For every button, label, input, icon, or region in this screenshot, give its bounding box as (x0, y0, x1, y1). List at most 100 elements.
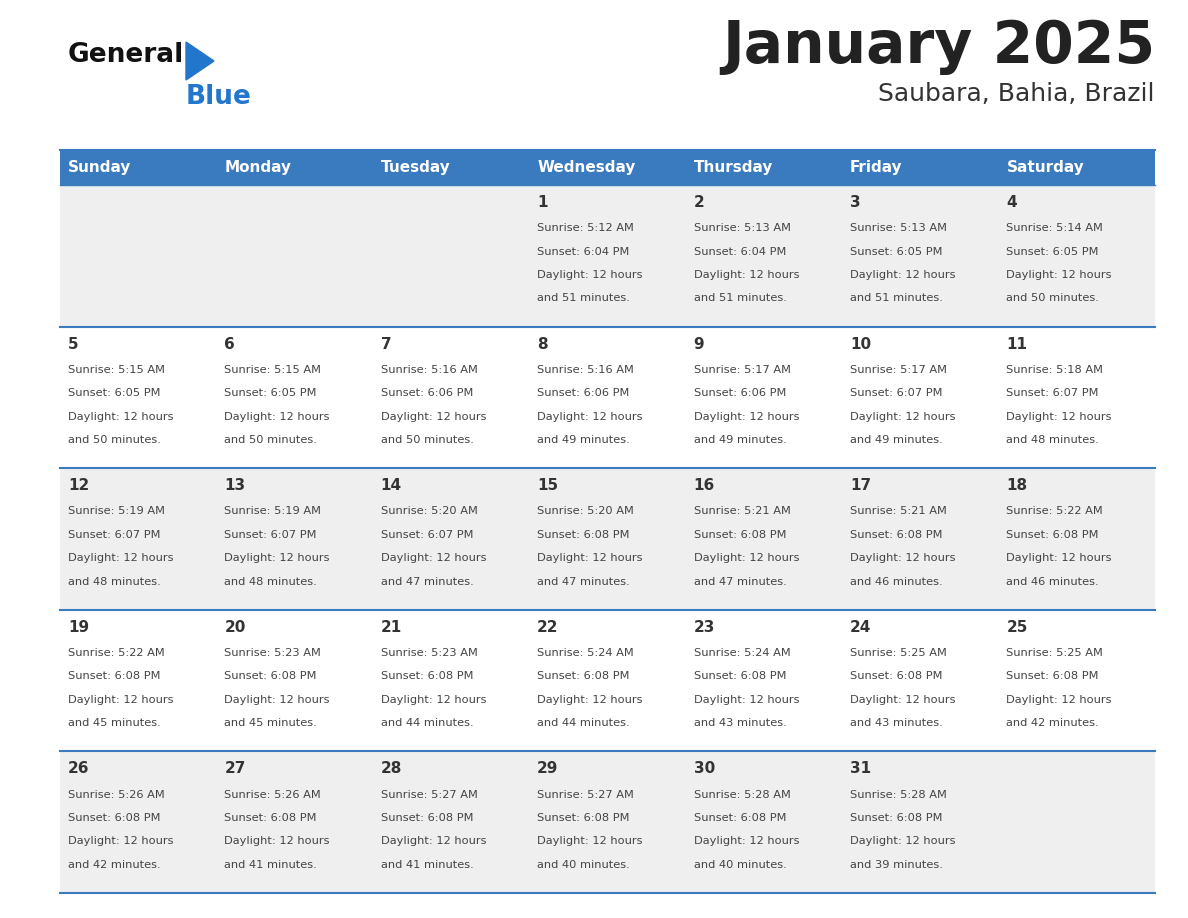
Text: Daylight: 12 hours: Daylight: 12 hours (225, 554, 330, 563)
Text: Daylight: 12 hours: Daylight: 12 hours (849, 270, 955, 280)
Text: Sunset: 6:05 PM: Sunset: 6:05 PM (68, 388, 160, 398)
Text: Sunrise: 5:14 AM: Sunrise: 5:14 AM (1006, 223, 1104, 233)
Text: Sunrise: 5:16 AM: Sunrise: 5:16 AM (537, 364, 634, 375)
Text: 13: 13 (225, 478, 246, 493)
Text: and 46 minutes.: and 46 minutes. (1006, 577, 1099, 587)
Bar (216, 150, 373, 185)
Bar (999, 610, 1155, 752)
Bar (999, 185, 1155, 327)
Text: Sunset: 6:08 PM: Sunset: 6:08 PM (537, 530, 630, 540)
Text: Sunset: 6:04 PM: Sunset: 6:04 PM (694, 247, 786, 257)
Text: 18: 18 (1006, 478, 1028, 493)
Text: 29: 29 (537, 761, 558, 777)
Text: Friday: Friday (849, 160, 903, 175)
Text: and 48 minutes.: and 48 minutes. (68, 577, 160, 587)
Text: and 48 minutes.: and 48 minutes. (1006, 435, 1099, 445)
Bar (842, 468, 999, 610)
Text: Sunset: 6:08 PM: Sunset: 6:08 PM (849, 671, 942, 681)
Text: Sunset: 6:08 PM: Sunset: 6:08 PM (537, 671, 630, 681)
Text: Sunday: Sunday (68, 160, 131, 175)
Text: and 47 minutes.: and 47 minutes. (380, 577, 474, 587)
Bar (61, 752, 216, 893)
Text: 5: 5 (68, 337, 78, 352)
Text: Daylight: 12 hours: Daylight: 12 hours (694, 695, 800, 705)
Text: Daylight: 12 hours: Daylight: 12 hours (849, 554, 955, 563)
Text: and 48 minutes.: and 48 minutes. (225, 577, 317, 587)
Bar (685, 327, 842, 468)
Text: 22: 22 (537, 620, 558, 634)
Text: Daylight: 12 hours: Daylight: 12 hours (1006, 411, 1112, 421)
Text: Daylight: 12 hours: Daylight: 12 hours (849, 411, 955, 421)
Text: Sunrise: 5:24 AM: Sunrise: 5:24 AM (537, 648, 634, 658)
Text: and 43 minutes.: and 43 minutes. (849, 718, 943, 728)
Text: Saturday: Saturday (1006, 160, 1085, 175)
Text: Sunrise: 5:21 AM: Sunrise: 5:21 AM (849, 507, 947, 517)
Text: Sunrise: 5:27 AM: Sunrise: 5:27 AM (537, 789, 634, 800)
Text: Sunrise: 5:12 AM: Sunrise: 5:12 AM (537, 223, 634, 233)
Text: Daylight: 12 hours: Daylight: 12 hours (68, 411, 173, 421)
Bar (373, 327, 530, 468)
Text: Sunrise: 5:28 AM: Sunrise: 5:28 AM (849, 789, 947, 800)
Bar (685, 185, 842, 327)
Text: Sunrise: 5:23 AM: Sunrise: 5:23 AM (380, 648, 478, 658)
Bar (61, 327, 216, 468)
Text: Sunset: 6:07 PM: Sunset: 6:07 PM (380, 530, 473, 540)
Bar (685, 468, 842, 610)
Bar (373, 468, 530, 610)
Text: Daylight: 12 hours: Daylight: 12 hours (68, 836, 173, 846)
Bar (530, 752, 685, 893)
Text: Sunrise: 5:16 AM: Sunrise: 5:16 AM (380, 364, 478, 375)
Bar (373, 185, 530, 327)
Text: Sunrise: 5:22 AM: Sunrise: 5:22 AM (68, 648, 165, 658)
Text: Daylight: 12 hours: Daylight: 12 hours (537, 695, 643, 705)
Bar (216, 752, 373, 893)
Bar (61, 150, 216, 185)
Bar (842, 610, 999, 752)
Bar (999, 752, 1155, 893)
Text: and 50 minutes.: and 50 minutes. (225, 435, 317, 445)
Text: Sunrise: 5:25 AM: Sunrise: 5:25 AM (1006, 648, 1104, 658)
Bar (61, 468, 216, 610)
Text: January 2025: January 2025 (722, 18, 1155, 75)
Text: 11: 11 (1006, 337, 1028, 352)
Text: and 49 minutes.: and 49 minutes. (694, 435, 786, 445)
Text: Sunrise: 5:26 AM: Sunrise: 5:26 AM (68, 789, 165, 800)
Text: Sunrise: 5:13 AM: Sunrise: 5:13 AM (849, 223, 947, 233)
Bar (216, 610, 373, 752)
Text: Sunrise: 5:19 AM: Sunrise: 5:19 AM (68, 507, 165, 517)
Text: and 42 minutes.: and 42 minutes. (68, 860, 160, 869)
Text: Sunrise: 5:24 AM: Sunrise: 5:24 AM (694, 648, 790, 658)
Text: Sunrise: 5:23 AM: Sunrise: 5:23 AM (225, 648, 321, 658)
Text: and 45 minutes.: and 45 minutes. (225, 718, 317, 728)
Text: Sunrise: 5:22 AM: Sunrise: 5:22 AM (1006, 507, 1104, 517)
Bar (685, 752, 842, 893)
Text: 24: 24 (849, 620, 871, 634)
Text: 26: 26 (68, 761, 89, 777)
Text: 10: 10 (849, 337, 871, 352)
Text: Daylight: 12 hours: Daylight: 12 hours (537, 836, 643, 846)
Text: 31: 31 (849, 761, 871, 777)
Text: Daylight: 12 hours: Daylight: 12 hours (694, 554, 800, 563)
Bar (216, 468, 373, 610)
Text: and 47 minutes.: and 47 minutes. (694, 577, 786, 587)
Text: Sunset: 6:04 PM: Sunset: 6:04 PM (537, 247, 630, 257)
Text: Daylight: 12 hours: Daylight: 12 hours (849, 695, 955, 705)
Bar (530, 468, 685, 610)
Text: 15: 15 (537, 478, 558, 493)
Text: and 42 minutes.: and 42 minutes. (1006, 718, 1099, 728)
Bar (842, 752, 999, 893)
Text: Sunrise: 5:15 AM: Sunrise: 5:15 AM (225, 364, 321, 375)
Text: Thursday: Thursday (694, 160, 773, 175)
Text: Sunset: 6:05 PM: Sunset: 6:05 PM (849, 247, 942, 257)
Text: 21: 21 (380, 620, 402, 634)
Text: Sunset: 6:06 PM: Sunset: 6:06 PM (537, 388, 630, 398)
Text: Sunrise: 5:20 AM: Sunrise: 5:20 AM (380, 507, 478, 517)
Text: 12: 12 (68, 478, 89, 493)
Text: Sunrise: 5:21 AM: Sunrise: 5:21 AM (694, 507, 790, 517)
Text: Sunset: 6:08 PM: Sunset: 6:08 PM (849, 813, 942, 823)
Text: 8: 8 (537, 337, 548, 352)
Text: Sunrise: 5:17 AM: Sunrise: 5:17 AM (694, 364, 790, 375)
Text: Sunset: 6:08 PM: Sunset: 6:08 PM (380, 813, 473, 823)
Text: Sunset: 6:07 PM: Sunset: 6:07 PM (1006, 388, 1099, 398)
Bar (842, 185, 999, 327)
